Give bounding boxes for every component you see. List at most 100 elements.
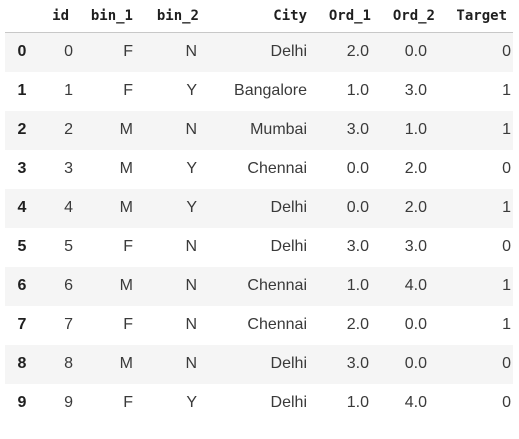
cell-bin-1: M bbox=[119, 277, 133, 294]
cell-id: 1 bbox=[64, 82, 73, 99]
column-header-target: Target bbox=[441, 0, 513, 33]
cell-bin-2: N bbox=[185, 277, 197, 294]
column-header-bin-2: bin_2 bbox=[139, 0, 205, 33]
cell-target: 1 bbox=[502, 277, 511, 294]
cell-target: 1 bbox=[502, 199, 511, 216]
cell-bin-2: Y bbox=[186, 82, 197, 99]
cell-target: 1 bbox=[502, 121, 511, 138]
cell-ord-2: 3.0 bbox=[404, 82, 427, 99]
cell-ord-2: 3.0 bbox=[404, 238, 427, 255]
column-header-city: City bbox=[205, 0, 313, 33]
cell-ord-1: 1.0 bbox=[346, 277, 369, 294]
cell-bin-1: M bbox=[119, 121, 133, 138]
cell-ord-2: 0.0 bbox=[404, 43, 427, 61]
cell-target: 0 bbox=[502, 238, 511, 255]
cell-ord-1: 3.0 bbox=[346, 238, 369, 255]
cell-ord-1: 3.0 bbox=[346, 121, 369, 138]
row-index: 4 bbox=[17, 199, 27, 216]
table-row: 1 1 F Y Bangalore 1.0 3.0 1 bbox=[5, 71, 513, 111]
table-row: 6 6 M N Chennai 1.0 4.0 1 bbox=[5, 266, 513, 306]
cell-city: Bangalore bbox=[234, 82, 307, 99]
table-row: 7 7 F N Chennai 2.0 0.0 1 bbox=[5, 305, 513, 345]
table-row: 9 9 F Y Delhi 1.0 4.0 0 bbox=[5, 383, 513, 423]
row-index: 8 bbox=[17, 355, 27, 372]
cell-bin-1: M bbox=[119, 355, 133, 372]
header-row: id bin_1 bin_2 City Ord_1 Ord_2 Target bbox=[5, 0, 513, 33]
column-header-id: id bbox=[39, 0, 75, 33]
cell-target: 0 bbox=[502, 160, 511, 177]
table-row: 0 0 F N Delhi 2.0 0.0 0 bbox=[5, 32, 513, 72]
cell-city: Chennai bbox=[247, 316, 307, 333]
cell-id: 8 bbox=[64, 355, 73, 372]
cell-ord-1: 2.0 bbox=[346, 43, 369, 61]
row-index: 2 bbox=[17, 121, 27, 138]
cell-id: 9 bbox=[64, 394, 73, 411]
cell-bin-1: F bbox=[123, 394, 133, 411]
cell-ord-2: 4.0 bbox=[404, 277, 427, 294]
cell-id: 5 bbox=[64, 238, 73, 255]
cell-bin-1: M bbox=[119, 199, 133, 216]
row-index: 9 bbox=[17, 394, 27, 411]
cell-bin-2: N bbox=[185, 238, 197, 255]
cell-target: 0 bbox=[502, 43, 511, 61]
table-row: 5 5 F N Delhi 3.0 3.0 0 bbox=[5, 227, 513, 267]
cell-city: Delhi bbox=[270, 355, 307, 372]
cell-city: Chennai bbox=[247, 160, 307, 177]
cell-id: 7 bbox=[64, 316, 73, 333]
cell-bin-1: F bbox=[123, 43, 133, 61]
column-header-ord-1: Ord_1 bbox=[313, 0, 377, 33]
cell-city: Delhi bbox=[270, 199, 307, 216]
table-row: 4 4 M Y Delhi 0.0 2.0 1 bbox=[5, 188, 513, 228]
cell-bin-2: N bbox=[185, 43, 197, 61]
cell-bin-2: Y bbox=[186, 199, 197, 216]
cell-bin-1: F bbox=[123, 238, 133, 255]
row-index: 6 bbox=[17, 277, 27, 294]
cell-city: Chennai bbox=[247, 277, 307, 294]
cell-bin-1: M bbox=[119, 160, 133, 177]
cell-id: 3 bbox=[64, 160, 73, 177]
cell-bin-2: N bbox=[185, 316, 197, 333]
cell-ord-1: 0.0 bbox=[346, 199, 369, 216]
dataframe-table: id bin_1 bin_2 City Ord_1 Ord_2 Target 0… bbox=[5, 0, 513, 423]
cell-city: Delhi bbox=[270, 394, 307, 411]
cell-ord-2: 4.0 bbox=[404, 394, 427, 411]
cell-id: 6 bbox=[64, 277, 73, 294]
cell-id: 4 bbox=[64, 199, 73, 216]
cell-target: 1 bbox=[502, 316, 511, 333]
table-row: 3 3 M Y Chennai 0.0 2.0 0 bbox=[5, 149, 513, 189]
cell-ord-1: 1.0 bbox=[346, 394, 369, 411]
cell-target: 1 bbox=[502, 82, 511, 99]
cell-ord-1: 0.0 bbox=[346, 160, 369, 177]
cell-bin-2: N bbox=[185, 121, 197, 138]
cell-bin-2: Y bbox=[186, 160, 197, 177]
cell-ord-1: 3.0 bbox=[346, 355, 369, 372]
cell-ord-2: 2.0 bbox=[404, 199, 427, 216]
row-index: 0 bbox=[17, 43, 27, 61]
column-header-ord-2: Ord_2 bbox=[377, 0, 441, 33]
cell-ord-2: 0.0 bbox=[404, 355, 427, 372]
cell-city: Mumbai bbox=[250, 121, 307, 138]
cell-ord-1: 2.0 bbox=[346, 316, 369, 333]
row-index: 7 bbox=[17, 316, 27, 333]
cell-ord-2: 1.0 bbox=[404, 121, 427, 138]
row-index: 3 bbox=[17, 160, 27, 177]
index-header bbox=[5, 0, 39, 33]
cell-bin-2: N bbox=[185, 355, 197, 372]
table-row: 2 2 M N Mumbai 3.0 1.0 1 bbox=[5, 110, 513, 150]
row-index: 1 bbox=[17, 82, 27, 99]
cell-target: 0 bbox=[502, 355, 511, 372]
cell-ord-2: 2.0 bbox=[404, 160, 427, 177]
cell-target: 0 bbox=[502, 394, 511, 411]
cell-id: 0 bbox=[64, 43, 73, 61]
cell-city: Delhi bbox=[270, 43, 307, 61]
column-header-bin-1: bin_1 bbox=[75, 0, 139, 33]
cell-bin-1: F bbox=[123, 82, 133, 99]
table-row: 8 8 M N Delhi 3.0 0.0 0 bbox=[5, 344, 513, 384]
cell-city: Delhi bbox=[270, 238, 307, 255]
cell-id: 2 bbox=[64, 121, 73, 138]
row-index: 5 bbox=[17, 238, 27, 255]
cell-bin-1: F bbox=[123, 316, 133, 333]
cell-ord-1: 1.0 bbox=[346, 82, 369, 99]
cell-bin-2: Y bbox=[186, 394, 197, 411]
